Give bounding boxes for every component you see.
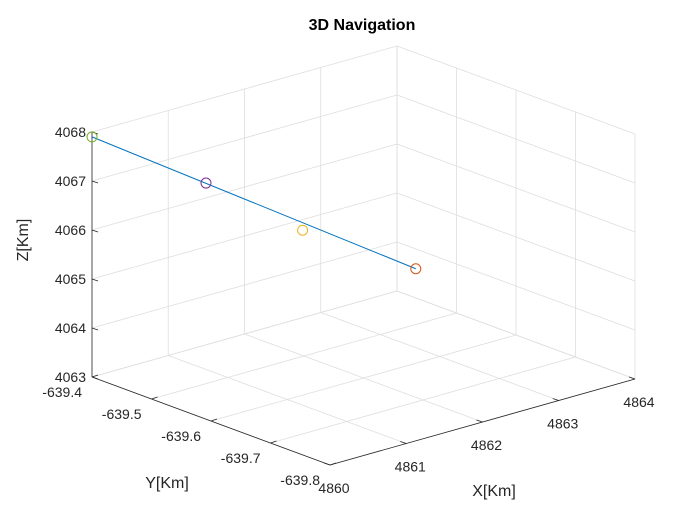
y-tick-mark [151, 396, 158, 400]
x-axis-label: X[Km] [472, 483, 516, 500]
x-tick-mark [400, 441, 407, 444]
y-tick-label: -639.7 [221, 450, 261, 466]
gridline-backwall-z [91, 192, 398, 280]
z-axis-label: Z[Km] [15, 219, 32, 262]
gridline-backwall-z [91, 290, 398, 378]
x-tick-label: 4861 [395, 459, 426, 475]
z-tick-label: 4066 [55, 222, 86, 238]
z-tick-mark [91, 376, 99, 380]
x-tick-label: 4863 [547, 416, 578, 432]
z-tick-label: 4064 [55, 320, 86, 336]
x-tick-label: 4862 [471, 437, 502, 453]
grid-layer [91, 45, 636, 466]
z-tick-label: 4063 [55, 369, 86, 385]
x-tick-label: 4860 [318, 480, 349, 496]
gridline-floor-y [151, 312, 457, 400]
gridline-sidewall-z [396, 290, 636, 380]
z-tick-mark [91, 229, 99, 233]
gridline-floor-y [210, 334, 517, 422]
chart-title: 3D Navigation [309, 17, 416, 34]
y-tick-mark [91, 374, 99, 378]
z-tick-label: 4067 [55, 173, 86, 189]
waypoint-marker [410, 263, 422, 275]
data-layer [86, 131, 422, 275]
gridline-sidewall-z [396, 192, 636, 282]
z-tick-mark [91, 180, 99, 184]
gridline-backwall-z [91, 45, 398, 133]
y-tick-mark [329, 462, 337, 466]
y-tick-label: -639.8 [280, 472, 320, 488]
y-axis-label: Y[Km] [145, 475, 189, 492]
tick-layer: 4860 4861 4862 4863 4864 -639.8 -639.7 -639.6 -6… [42, 124, 654, 496]
x-tick-mark [552, 398, 559, 401]
y-tick-mark [210, 418, 218, 422]
trajectory-line [91, 136, 416, 270]
z-tick-label: 4068 [55, 124, 86, 140]
z-tick-label: 4065 [55, 271, 86, 287]
y-tick-label: -639.5 [102, 406, 142, 422]
waypoint-marker [86, 131, 98, 143]
x-tick-mark [628, 376, 636, 380]
gridline-sidewall-z [396, 143, 636, 233]
z-tick-mark [91, 327, 99, 331]
gridline-floor-y [270, 356, 576, 444]
waypoint-marker [200, 177, 212, 189]
gridline-backwall-z [91, 241, 398, 329]
waypoint-marker [297, 224, 309, 236]
gridline-sidewall-z [396, 94, 636, 184]
gridline-sidewall-z [396, 45, 636, 135]
y-tick-label: -639.6 [161, 428, 201, 444]
gridline-backwall-z [91, 94, 398, 182]
y-tick-mark [270, 440, 277, 444]
gridline-backwall-z [91, 143, 398, 231]
x-tick-label: 4864 [623, 394, 654, 410]
z-tick-mark [91, 278, 99, 282]
x-tick-mark [323, 462, 331, 466]
gridline-sidewall-z [396, 241, 636, 331]
y-tick-label: -639.4 [42, 384, 82, 400]
x-tick-mark [476, 419, 483, 423]
